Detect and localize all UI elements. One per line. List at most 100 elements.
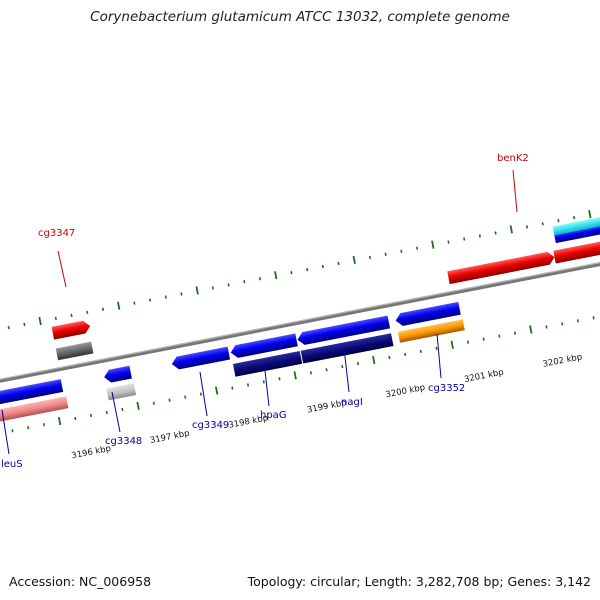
callout-line-benK2	[512, 169, 518, 213]
minor-tick	[482, 337, 485, 341]
reverse-features	[0, 301, 465, 430]
minor-tick	[466, 340, 470, 344]
minor-tick	[463, 237, 466, 241]
minor-tick	[576, 319, 579, 323]
feature-edge-cyan	[552, 215, 600, 236]
major-tick	[215, 386, 219, 395]
minor-tick	[435, 346, 438, 350]
minor-tick	[246, 383, 250, 387]
callout-line-nagI	[343, 347, 350, 393]
feature-leuS	[0, 379, 64, 413]
callout-line-cg3347	[57, 250, 67, 288]
feature-hpaG	[230, 333, 298, 358]
minor-tick	[494, 231, 497, 235]
gene-label-benK2[interactable]: benK2	[497, 153, 529, 164]
tick-label: 3201 kbp	[463, 368, 504, 385]
minor-tick	[388, 355, 391, 360]
major-tick	[57, 416, 62, 426]
minor-tick	[168, 398, 171, 402]
minor-tick	[341, 365, 344, 369]
tick-row-lower	[11, 316, 595, 433]
major-tick	[431, 240, 435, 249]
major-tick	[293, 371, 297, 380]
minor-tick	[404, 352, 407, 357]
minor-tick	[557, 219, 560, 223]
feature-leuS-lower	[0, 396, 69, 430]
minor-tick	[525, 225, 529, 229]
gene-label-nagI[interactable]: nagI	[341, 397, 363, 408]
minor-tick	[7, 325, 10, 330]
major-tick	[38, 316, 42, 326]
minor-tick	[415, 246, 419, 250]
callout-line-hpaG	[263, 361, 270, 407]
callout-line-leuS	[1, 409, 10, 455]
minor-tick	[121, 407, 124, 412]
label-lines	[1, 169, 518, 455]
gene-label-leuS[interactable]: leuS	[1, 459, 23, 470]
feature-cg3348-lower	[106, 383, 137, 401]
minor-tick	[290, 271, 293, 275]
minor-tick	[541, 222, 544, 226]
feature-cg3349	[171, 346, 231, 370]
gene-label-hpaG[interactable]: hpaG	[260, 410, 287, 421]
minor-tick	[262, 380, 265, 384]
minor-tick	[74, 416, 77, 421]
callout-line-cg3352	[436, 333, 442, 379]
major-tick	[195, 286, 199, 295]
minor-tick	[447, 240, 450, 244]
minor-tick	[23, 322, 26, 327]
minor-tick	[278, 377, 281, 381]
major-tick	[372, 355, 376, 365]
minor-tick	[54, 316, 57, 321]
minor-tick	[592, 316, 595, 320]
minor-tick	[243, 280, 246, 284]
minor-tick	[231, 386, 234, 390]
minor-tick	[11, 429, 14, 433]
major-tick	[450, 340, 454, 349]
minor-tick	[419, 349, 422, 354]
minor-tick	[148, 298, 152, 302]
minor-tick	[337, 261, 340, 266]
genome-summary-text: Topology: circular; Length: 3,282,708 bp…	[247, 574, 591, 589]
minor-tick	[227, 283, 230, 287]
tick-label: 3197 kbp	[149, 429, 190, 446]
major-tick	[509, 225, 513, 234]
minor-tick	[27, 426, 30, 430]
feature-edge-red	[553, 238, 600, 264]
gene-label-cg3352[interactable]: cg3352	[428, 383, 465, 394]
minor-tick	[180, 292, 183, 296]
feature-cg3347	[51, 320, 91, 340]
major-tick	[274, 271, 278, 280]
minor-tick	[152, 401, 155, 405]
minor-tick	[42, 423, 45, 427]
minor-tick	[89, 413, 93, 418]
minor-tick	[384, 252, 387, 256]
tick-label: 3202 kbp	[542, 352, 583, 369]
feature-cg3348	[104, 365, 132, 383]
gene-label-cg3348[interactable]: cg3348	[105, 436, 142, 447]
tick-label: 3200 kbp	[385, 383, 426, 400]
gene-label-cg3347[interactable]: cg3347	[38, 228, 75, 239]
minor-tick	[70, 313, 73, 318]
minor-tick	[258, 277, 262, 281]
minor-tick	[184, 395, 187, 399]
major-tick	[529, 325, 533, 334]
minor-tick	[199, 392, 203, 396]
minor-tick	[513, 331, 517, 335]
minor-tick	[309, 371, 312, 375]
minor-tick	[478, 234, 481, 238]
minor-tick	[561, 322, 564, 326]
minor-tick	[86, 310, 89, 314]
minor-tick	[356, 361, 360, 366]
minor-tick	[368, 255, 372, 259]
gene-label-cg3349[interactable]: cg3349	[192, 420, 229, 431]
minor-tick	[101, 307, 105, 311]
major-tick	[117, 301, 121, 310]
feature-cg3347-upper	[55, 341, 94, 361]
minor-tick	[105, 410, 108, 415]
feature-navy-2	[300, 333, 394, 364]
minor-tick	[211, 286, 214, 290]
feature-cg3352-lower	[397, 319, 465, 343]
feature-cg3352	[395, 301, 461, 326]
